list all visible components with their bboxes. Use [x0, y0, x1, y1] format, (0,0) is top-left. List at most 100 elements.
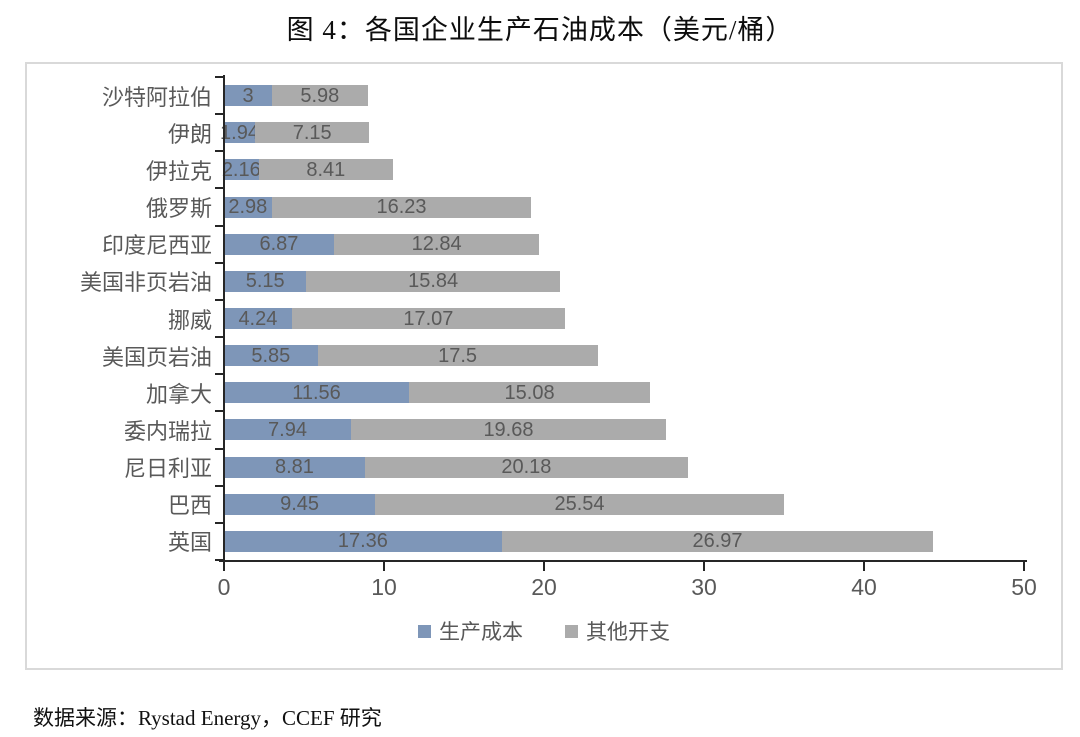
bar-value-label: 26.97 — [692, 530, 743, 553]
bar-value-label: 8.41 — [306, 158, 346, 181]
stacked-bar: 8.81 20.18 — [224, 456, 688, 479]
stacked-bar: 9.45 25.54 — [224, 493, 784, 515]
legend-label: 生产成本 — [439, 621, 523, 644]
bar-segment-other-expense: 19.68 — [351, 419, 666, 441]
category-label: 俄罗斯 — [145, 196, 212, 222]
y-axis-tick — [215, 298, 223, 301]
stacked-bar: 3 5.98 — [224, 84, 368, 107]
x-axis-tick-label: 50 — [1011, 574, 1037, 600]
x-axis-tick — [703, 562, 705, 571]
bar-value-label: 3 — [242, 84, 254, 107]
bar-value-label: 17.07 — [403, 307, 454, 330]
bar-value-label: 2.98 — [228, 196, 268, 219]
category-label: 挪威 — [167, 307, 212, 333]
bar-row: 尼日利亚 8.81 20.18 — [27, 449, 1061, 486]
bar-segment-production-cost: 2.98 — [224, 196, 272, 219]
bar-segment-production-cost: 4.24 — [224, 307, 292, 330]
bar-row: 挪威 4.24 17.07 — [27, 300, 1061, 337]
stacked-bar: 2.98 16.23 — [224, 196, 532, 219]
bar-row: 伊朗 1.94 7.15 — [27, 114, 1061, 151]
bar-value-label: 5.85 — [251, 344, 291, 367]
stacked-bar: 1.94 7.15 — [220, 122, 370, 144]
x-axis-tick-label: 10 — [371, 574, 397, 600]
bar-segment-production-cost: 11.56 — [224, 382, 409, 404]
x-axis-tick — [863, 562, 865, 571]
stacked-bar: 7.94 19.68 — [224, 419, 666, 441]
category-label: 尼日利亚 — [123, 456, 212, 482]
bar-row: 加拿大 11.56 15.08 — [27, 374, 1061, 411]
bar-segment-production-cost: 3 — [224, 84, 272, 107]
stacked-bar: 6.87 12.84 — [224, 233, 540, 256]
chart-title: 图 4：各国企业生产石油成本（美元/桶） — [286, 15, 794, 45]
bar-value-label: 15.84 — [408, 270, 459, 293]
bar-value-label: 17.5 — [438, 344, 478, 367]
y-axis-tick — [215, 187, 223, 190]
category-label: 加拿大 — [145, 381, 212, 407]
bar-row: 美国非页岩油 5.15 15.84 — [27, 263, 1061, 300]
stacked-bar: 11.56 15.08 — [224, 381, 651, 404]
bar-row: 英国 17.36 26.97 — [27, 523, 1061, 560]
stacked-bar: 5.15 15.84 — [224, 270, 560, 293]
bar-segment-production-cost: 9.45 — [224, 493, 376, 515]
x-axis-tick-label: 40 — [851, 574, 877, 600]
bar-value-label: 4.24 — [238, 307, 278, 330]
bar-row: 俄罗斯 2.98 16.23 — [27, 188, 1061, 225]
bar-value-label: 5.15 — [245, 270, 285, 293]
y-axis-tick — [215, 261, 223, 264]
bar-segment-production-cost: 2.16 — [222, 159, 261, 181]
bar-row: 沙特阿拉伯 3 5.98 — [27, 77, 1061, 114]
x-axis-tick — [543, 562, 545, 571]
category-label: 巴西 — [167, 493, 212, 519]
bar-row: 美国页岩油 5.85 17.5 — [27, 337, 1061, 374]
y-axis-tick — [215, 336, 223, 339]
category-label: 伊拉克 — [145, 158, 212, 184]
bar-segment-other-expense: 17.5 — [317, 344, 598, 367]
y-axis-tick — [215, 521, 223, 524]
bar-row: 伊拉克 2.16 8.41 — [27, 151, 1061, 188]
bar-segment-other-expense: 5.98 — [272, 84, 368, 107]
bar-segment-production-cost: 7.94 — [224, 419, 352, 441]
stacked-bar: 2.16 8.41 — [222, 158, 394, 181]
x-axis-tick-label: 30 — [691, 574, 717, 600]
plot-area: 沙特阿拉伯 3 5.98 伊朗 1.94 7.15 伊拉克 2.16 8.41 俄罗斯 2.98 16… — [27, 77, 1061, 560]
bar-value-label: 12.84 — [411, 233, 462, 256]
bar-segment-production-cost: 1.94 — [220, 122, 259, 144]
bar-value-label: 5.98 — [300, 84, 340, 107]
bar-value-label: 8.81 — [275, 456, 314, 479]
bar-segment-other-expense: 20.18 — [364, 456, 688, 479]
bar-segment-production-cost: 6.87 — [224, 233, 334, 256]
category-label: 沙特阿拉伯 — [101, 84, 212, 110]
x-axis-tick-label: 20 — [531, 574, 557, 600]
y-axis-tick — [215, 150, 223, 153]
category-label: 美国页岩油 — [101, 344, 212, 370]
bar-value-label: 20.18 — [501, 456, 552, 479]
legend: 生产成本 其他开支 — [27, 616, 1061, 646]
bar-row: 印度尼西亚 6.87 12.84 — [27, 226, 1061, 263]
bar-segment-other-expense: 16.23 — [271, 196, 532, 218]
category-label: 印度尼西亚 — [101, 233, 212, 259]
bar-segment-other-expense: 15.84 — [306, 270, 560, 293]
stacked-bar: 5.85 17.5 — [224, 344, 598, 367]
chart-area: 沙特阿拉伯 3 5.98 伊朗 1.94 7.15 伊拉克 2.16 8.41 俄罗斯 2.98 16… — [25, 62, 1063, 670]
bar-value-label: 17.36 — [337, 530, 388, 553]
category-label: 英国 — [167, 530, 212, 556]
bar-value-label: 1.94 — [220, 121, 259, 144]
legend-swatch — [418, 624, 431, 638]
y-axis-tick — [215, 484, 223, 487]
y-axis-tick — [215, 410, 223, 413]
bar-segment-other-expense: 17.07 — [291, 307, 565, 330]
y-axis-tick — [215, 113, 223, 116]
bar-segment-other-expense: 26.97 — [501, 530, 934, 553]
bar-segment-other-expense: 7.15 — [255, 122, 370, 144]
legend-swatch — [565, 624, 578, 638]
stacked-bar: 17.36 26.97 — [224, 530, 934, 553]
bar-segment-other-expense: 25.54 — [375, 493, 784, 515]
y-axis-line — [223, 75, 225, 562]
x-axis-tick — [1023, 562, 1025, 571]
bar-value-label: 6.87 — [259, 233, 299, 256]
bar-value-label: 15.08 — [504, 381, 555, 404]
bar-segment-other-expense: 15.08 — [408, 381, 651, 404]
bar-row: 巴西 9.45 25.54 — [27, 486, 1061, 523]
y-axis-tick — [215, 447, 223, 450]
